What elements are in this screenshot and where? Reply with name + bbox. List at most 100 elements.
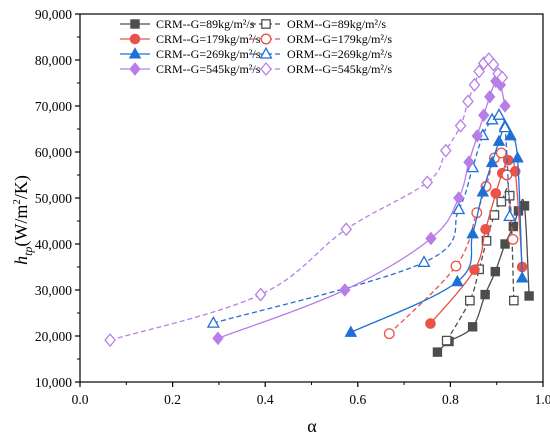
- legend-marker: [259, 46, 273, 59]
- series-5: [206, 108, 517, 328]
- data-point: [425, 231, 437, 246]
- data-point: [524, 291, 534, 301]
- data-point: [441, 335, 452, 346]
- data-point: [344, 325, 358, 337]
- data-point: [504, 129, 517, 141]
- data-point: [206, 315, 220, 328]
- data-point: [469, 264, 480, 276]
- data-point: [499, 99, 511, 113]
- data-point: [463, 155, 475, 169]
- data-point: [508, 221, 519, 232]
- y-tick-label: 80,000: [35, 53, 72, 68]
- data-point: [511, 151, 524, 163]
- data-point: [467, 322, 478, 332]
- data-point: [480, 289, 490, 300]
- y-tick-label: 40,000: [35, 237, 72, 252]
- data-point: [383, 328, 395, 340]
- data-point: [421, 175, 434, 190]
- data-point: [487, 57, 500, 72]
- x-tick-label: 0.6: [349, 392, 366, 407]
- data-point: [515, 271, 529, 283]
- legend-entry-7: ORM--G=545kg/m²/s: [251, 61, 392, 77]
- legend-marker: [260, 61, 272, 77]
- x-tick-label: 0.8: [442, 392, 459, 407]
- data-point: [507, 233, 519, 245]
- y-tick-label: 70,000: [35, 99, 72, 114]
- legend-entry-5: ORM--G=269kg/m²/s: [251, 46, 392, 61]
- legend-entry-4: CRM--G=269kg/m²/s: [120, 47, 261, 61]
- series-line: [388, 150, 514, 335]
- data-point: [496, 70, 509, 85]
- data-point: [104, 333, 116, 348]
- legend: CRM--G=89kg/m²/s ORM--G=89kg/m²/s CRM--G=1…: [120, 17, 392, 77]
- data-point: [473, 64, 485, 79]
- data-point: [485, 155, 499, 168]
- x-axis-title: α: [307, 416, 317, 436]
- data-point: [254, 287, 267, 302]
- data-point: [489, 210, 500, 220]
- axes-layer: 0.0 0.2 0.4 0.6 0.8 1.0 10,000 20,000 30,000 40,0…: [35, 7, 550, 407]
- series-7: [104, 52, 509, 348]
- legend-label: ORM--G=179kg/m²/s: [287, 32, 392, 46]
- axis-titles: α htp(W/m2/K): [11, 175, 317, 436]
- y-tick-label: 30,000: [35, 283, 72, 298]
- legend-label: ORM--G=545kg/m²/s: [287, 62, 392, 76]
- legend-marker: [129, 62, 141, 76]
- data-point: [466, 227, 479, 239]
- data-point: [476, 185, 490, 197]
- y-tick-label: 10,000: [35, 375, 72, 390]
- data-point: [492, 134, 506, 146]
- legend-entry-2: CRM--G=179kg/m²/s: [120, 32, 261, 46]
- data-point: [462, 94, 474, 109]
- legend-marker: [130, 19, 140, 29]
- legend-marker: [129, 33, 141, 45]
- series-line: [436, 198, 530, 353]
- data-point: [503, 209, 517, 222]
- legend-entry-1: ORM--G=89kg/m²/s: [251, 17, 386, 31]
- data-point: [490, 266, 501, 277]
- legend-marker: [261, 19, 271, 29]
- data-point: [484, 90, 496, 104]
- series-3: [383, 147, 519, 340]
- data-point: [339, 283, 351, 297]
- data-point: [490, 188, 502, 199]
- series-line: [213, 114, 511, 324]
- data-point: [501, 169, 513, 181]
- data-point: [496, 196, 507, 207]
- series-2: [425, 154, 528, 329]
- data-point: [498, 120, 512, 133]
- data-point: [212, 331, 224, 346]
- data-point: [432, 347, 443, 357]
- legend-entry-3: ORM--G=179kg/m²/s: [251, 32, 392, 46]
- legend-label: ORM--G=89kg/m²/s: [287, 17, 386, 31]
- legend-entry-6: CRM--G=545kg/m²/s: [120, 62, 261, 76]
- y-tick-label: 20,000: [35, 329, 72, 344]
- data-point: [340, 222, 353, 237]
- x-tick-label: 0.4: [257, 392, 274, 407]
- data-point: [417, 255, 431, 268]
- y-tick-label: 90,000: [35, 7, 72, 22]
- legend-marker: [260, 33, 272, 45]
- y-axis-title-main: h: [11, 256, 31, 265]
- data-point: [481, 235, 492, 246]
- x-tick-label: 0.2: [164, 392, 181, 407]
- x-tick-label: 0.0: [72, 392, 89, 407]
- y-axis-title-unit-exp: 2: [11, 199, 23, 205]
- x-tick-label: 1.0: [535, 392, 550, 407]
- data-point: [439, 143, 452, 158]
- data-point: [478, 108, 490, 122]
- data-point: [453, 191, 465, 205]
- series-layer: [104, 52, 534, 357]
- legend-label: CRM--G=179kg/m²/s: [156, 32, 261, 46]
- series-0: [432, 198, 534, 357]
- data-point: [464, 295, 475, 306]
- data-point: [480, 223, 491, 235]
- data-point: [468, 77, 481, 92]
- legend-label: CRM--G=89kg/m²/s: [156, 17, 255, 31]
- y-axis-title-unit-close: /K): [11, 175, 32, 199]
- data-point: [508, 295, 519, 306]
- legend-label: CRM--G=545kg/m²/s: [156, 62, 261, 76]
- legend-label: ORM--G=269kg/m²/s: [287, 47, 392, 61]
- y-tick-label: 60,000: [35, 145, 72, 160]
